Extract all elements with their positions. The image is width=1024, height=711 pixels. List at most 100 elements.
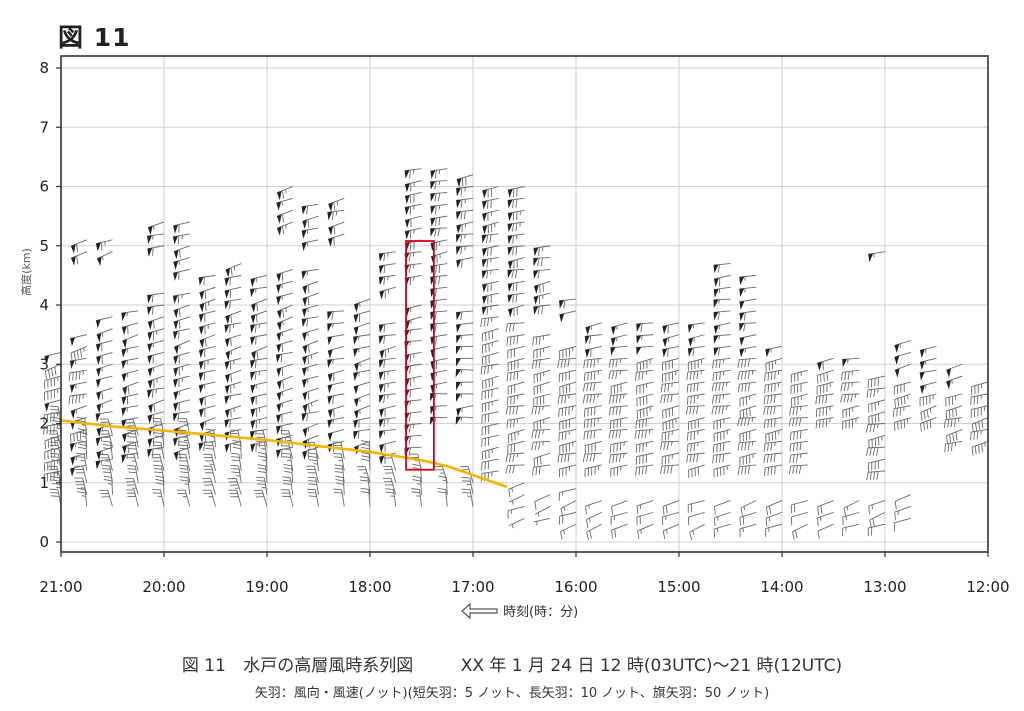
wind-barb xyxy=(126,429,139,448)
wind-barb xyxy=(559,417,577,431)
barb-flag xyxy=(198,313,204,323)
barb-shaft xyxy=(817,523,834,532)
wind-barb xyxy=(635,417,654,429)
barb-shaft xyxy=(920,405,937,413)
barb-shaft xyxy=(291,465,294,483)
barb-flag xyxy=(121,326,127,336)
barb-long-feather xyxy=(412,479,421,482)
barb-shaft xyxy=(341,454,345,471)
barb-long-feather xyxy=(564,395,567,404)
barb-flag xyxy=(456,311,462,321)
barb-long-feather xyxy=(611,530,613,539)
barb-shaft xyxy=(301,239,319,244)
barb-long-feather xyxy=(689,531,693,541)
wind-barb xyxy=(353,369,371,382)
wind-barb xyxy=(70,381,87,394)
barb-shaft xyxy=(663,523,680,532)
barb-long-feather xyxy=(587,408,589,417)
barb-long-feather xyxy=(869,389,872,398)
barb-long-feather xyxy=(306,205,309,215)
barb-flag xyxy=(173,271,179,281)
barb-short-feather xyxy=(666,529,668,534)
barb-long-feather xyxy=(612,395,615,404)
barb-flag xyxy=(276,425,281,435)
barb-shaft xyxy=(353,369,371,374)
barb-shaft xyxy=(636,428,654,432)
wind-barb xyxy=(481,411,499,424)
barb-long-feather xyxy=(770,442,773,451)
barb-flag xyxy=(250,314,256,324)
barb-shaft xyxy=(868,387,886,391)
wind-barb xyxy=(946,375,963,390)
barb-long-feather xyxy=(747,441,750,451)
barb-long-feather xyxy=(531,406,534,415)
wind-barb xyxy=(173,316,190,330)
barb-long-feather xyxy=(280,354,283,363)
barb-long-feather xyxy=(153,379,155,388)
wind-barb xyxy=(868,458,886,472)
wind-barb xyxy=(76,487,88,507)
barb-long-feather xyxy=(512,199,515,208)
wind-barb xyxy=(173,399,190,412)
wind-barb xyxy=(69,440,87,452)
barb-long-feather xyxy=(514,269,518,278)
barb-long-feather xyxy=(538,441,541,450)
barb-flag xyxy=(662,338,668,348)
barb-flag xyxy=(508,260,513,270)
barb-long-feather xyxy=(77,431,87,435)
barb-long-feather xyxy=(645,465,647,475)
barb-flag xyxy=(173,331,178,340)
wind-barb xyxy=(378,381,396,393)
barb-shaft xyxy=(688,334,705,340)
barb-long-feather xyxy=(489,234,492,243)
wind-barb xyxy=(404,387,422,399)
barb-flag xyxy=(277,321,282,331)
barb-long-feather xyxy=(825,394,828,404)
barb-shaft xyxy=(507,280,525,285)
wind-barb xyxy=(763,452,783,464)
wind-barb xyxy=(205,428,216,448)
barb-long-feather xyxy=(714,506,716,515)
barb-shaft xyxy=(276,221,293,229)
barb-long-feather xyxy=(582,394,586,404)
wind-barb xyxy=(334,464,345,483)
barb-shaft xyxy=(842,417,860,422)
barb-long-feather xyxy=(923,410,926,420)
barb-short-feather xyxy=(640,529,642,534)
barb-shaft xyxy=(368,442,371,460)
wind-barb xyxy=(456,174,474,188)
barb-flag xyxy=(276,414,282,424)
barb-flag xyxy=(456,178,462,188)
barb-flag xyxy=(378,253,384,262)
barb-short-feather xyxy=(957,417,960,423)
barb-long-feather xyxy=(717,311,720,321)
barb-shaft xyxy=(662,511,680,518)
barb-shaft xyxy=(534,506,551,515)
barb-long-feather xyxy=(840,372,843,381)
barb-long-feather xyxy=(282,225,285,235)
barb-long-feather xyxy=(282,476,291,479)
barb-flag xyxy=(276,284,282,294)
barb-long-feather xyxy=(155,478,164,482)
barb-short-feather xyxy=(597,358,599,363)
y-tick-label: 0 xyxy=(39,533,49,551)
barb-long-feather xyxy=(127,468,136,470)
wind-barb xyxy=(507,209,525,222)
barb-flag xyxy=(173,235,178,245)
barb-long-feather xyxy=(667,348,669,357)
barb-long-feather xyxy=(409,354,412,363)
wind-barb xyxy=(585,511,602,528)
barb-long-feather xyxy=(306,413,309,422)
barb-short-feather xyxy=(537,512,540,517)
wind-barb xyxy=(713,322,731,335)
wind-barb xyxy=(662,346,680,358)
barb-shaft xyxy=(765,357,783,364)
barb-flag xyxy=(919,372,925,381)
wind-barb xyxy=(353,428,371,440)
wind-barb xyxy=(430,227,448,237)
barb-shaft xyxy=(404,263,422,266)
wind-barb xyxy=(482,221,499,235)
barb-long-feather xyxy=(764,384,766,394)
barb-flag xyxy=(327,373,333,383)
arrow-left-icon xyxy=(461,602,498,620)
